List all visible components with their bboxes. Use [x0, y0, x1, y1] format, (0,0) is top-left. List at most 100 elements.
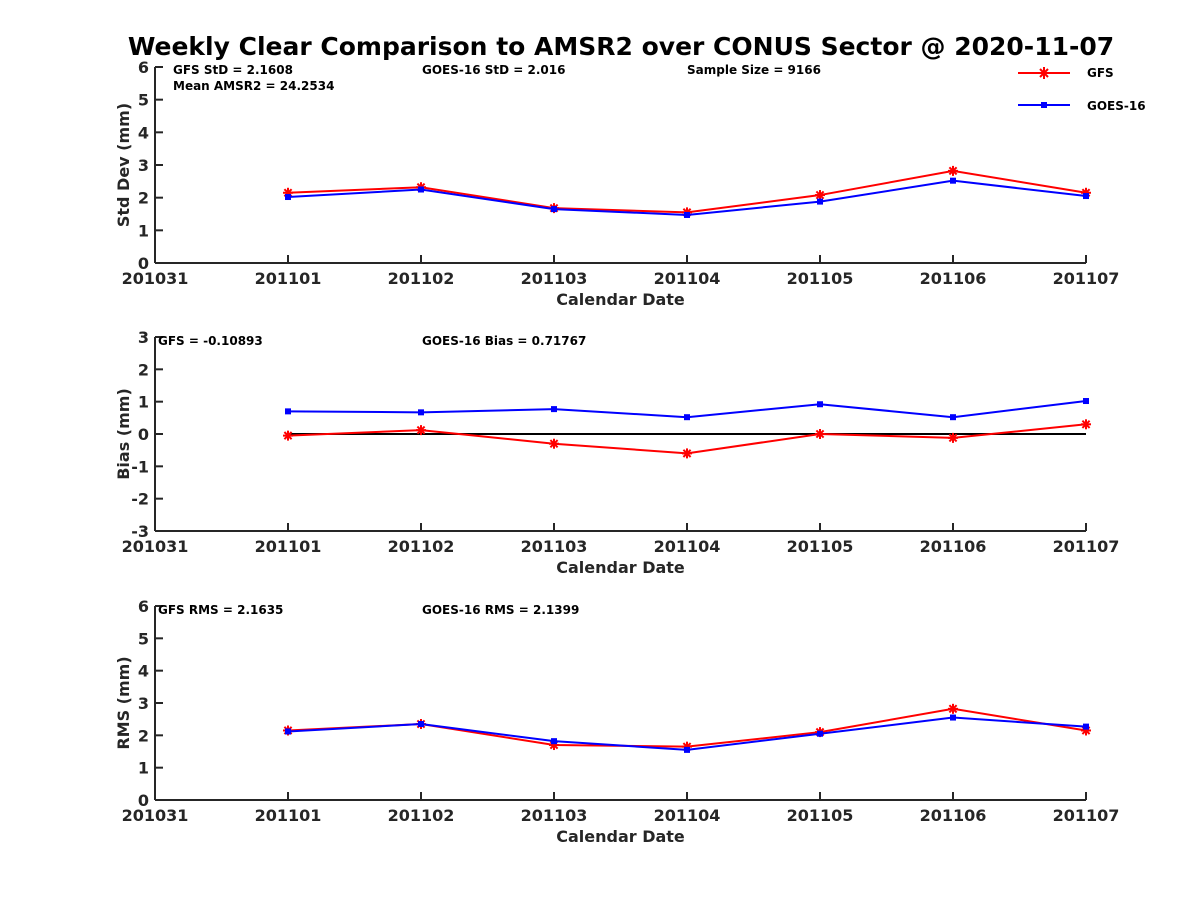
- y-tick-label: 0: [138, 791, 149, 810]
- x-tick-label: 201105: [787, 806, 854, 825]
- y-tick-label: 2: [138, 726, 149, 745]
- stat-annotation: GOES-16 Bias = 0.71767: [422, 334, 586, 348]
- stat-annotation: GFS StD = 2.1608: [173, 63, 293, 77]
- x-tick-label: 201104: [654, 806, 721, 825]
- data-point-goes16: [285, 728, 291, 735]
- rms-panel: 0 1 2 3 4 5 6 201031 201101 201102 201103 201104 201…: [114, 597, 1119, 846]
- y-tick-label: -2: [131, 490, 149, 509]
- data-point-gfs: [948, 432, 958, 443]
- y-tick-label: 0: [138, 254, 149, 273]
- data-point-goes16: [1083, 193, 1089, 200]
- y-axis-label: RMS (mm): [114, 656, 133, 749]
- legend-marker-gfs: [1038, 67, 1050, 79]
- data-point-gfs: [416, 425, 426, 436]
- stat-annotation: GFS = -0.10893: [158, 334, 263, 348]
- data-point-goes16: [418, 721, 424, 728]
- y-tick-label: 1: [138, 393, 149, 412]
- y-tick-label: 2: [138, 189, 149, 208]
- x-axis-label: Calendar Date: [556, 558, 685, 577]
- x-tick-label: 201101: [255, 537, 322, 556]
- data-point-goes16: [1083, 398, 1089, 405]
- data-point-gfs: [283, 430, 293, 441]
- y-tick-label: 4: [138, 123, 149, 142]
- y-tick-label: -3: [131, 522, 149, 541]
- x-tick-label: 201105: [787, 269, 854, 288]
- bias-panel: -3 -2 -1 0 1 2 3 201031 201101 201102 201103 201104…: [114, 328, 1119, 577]
- y-tick-label: 6: [138, 597, 149, 616]
- x-tick-label: 201102: [388, 537, 455, 556]
- std-dev-panel: 0 1 2 3 4 5 6 201031 201101 201102 201103 201104 201…: [114, 58, 1119, 309]
- data-point-goes16: [950, 714, 956, 721]
- stat-annotation: GFS RMS = 2.1635: [158, 603, 283, 617]
- data-point-goes16: [1083, 723, 1089, 730]
- y-tick-label: 1: [138, 221, 149, 240]
- y-tick-label: -1: [131, 457, 149, 476]
- series-line-gfs: [287, 169, 1087, 214]
- data-point-goes16: [285, 194, 291, 201]
- data-point-gfs: [948, 165, 958, 176]
- data-point-goes16: [684, 746, 690, 753]
- x-tick-label: 201106: [920, 806, 987, 825]
- y-axis-label: Std Dev (mm): [114, 103, 133, 227]
- data-point-goes16: [817, 401, 823, 408]
- y-tick-label: 1: [138, 759, 149, 778]
- stat-annotation: Sample Size = 9166: [687, 63, 821, 77]
- y-tick-label: 3: [138, 694, 149, 713]
- y-axis-label: Bias (mm): [114, 388, 133, 480]
- data-point-gfs: [549, 438, 559, 449]
- x-tick-label: 201102: [388, 806, 455, 825]
- data-point-goes16: [950, 177, 956, 184]
- data-point-gfs: [1081, 419, 1091, 430]
- data-point-goes16: [551, 206, 557, 213]
- x-tick-label: 201104: [654, 269, 721, 288]
- data-point-goes16: [418, 186, 424, 193]
- x-tick-label: 201102: [388, 269, 455, 288]
- data-point-goes16: [551, 738, 557, 745]
- series-line-gfs: [287, 707, 1087, 748]
- chart-title: Weekly Clear Comparison to AMSR2 over CO…: [128, 32, 1114, 61]
- x-axis-label: Calendar Date: [556, 827, 685, 846]
- x-tick-label: 201103: [521, 537, 588, 556]
- x-tick-label: 201103: [521, 806, 588, 825]
- stat-annotation: GOES-16 StD = 2.016: [422, 63, 565, 77]
- data-point-gfs: [682, 448, 692, 459]
- data-point-goes16: [684, 414, 690, 421]
- data-point-goes16: [418, 409, 424, 416]
- data-point-gfs: [815, 190, 825, 201]
- legend-label-goes16: GOES-16: [1087, 99, 1146, 113]
- data-point-goes16: [285, 408, 291, 415]
- stat-annotation: Mean AMSR2 = 24.2534: [173, 79, 334, 93]
- data-point-goes16: [817, 730, 823, 737]
- y-tick-label: 0: [138, 425, 149, 444]
- y-tick-label: 3: [138, 328, 149, 347]
- y-tick-label: 5: [138, 91, 149, 110]
- legend: GFS GOES-16: [1018, 66, 1146, 113]
- x-tick-label: 201101: [255, 806, 322, 825]
- x-tick-label: 201031: [122, 806, 189, 825]
- x-tick-label: 201031: [122, 269, 189, 288]
- legend-marker-goes16: [1041, 102, 1047, 108]
- y-tick-label: 3: [138, 156, 149, 175]
- x-tick-label: 201104: [654, 537, 721, 556]
- x-tick-label: 201107: [1053, 806, 1120, 825]
- legend-label-gfs: GFS: [1087, 66, 1114, 80]
- x-tick-label: 201107: [1053, 269, 1120, 288]
- x-tick-label: 201106: [920, 269, 987, 288]
- y-tick-label: 5: [138, 629, 149, 648]
- y-tick-label: 6: [138, 58, 149, 77]
- data-point-goes16: [817, 198, 823, 205]
- data-point-goes16: [551, 406, 557, 413]
- data-point-goes16: [684, 211, 690, 218]
- x-tick-label: 201031: [122, 537, 189, 556]
- y-tick-label: 2: [138, 360, 149, 379]
- data-point-goes16: [950, 414, 956, 421]
- x-tick-label: 201106: [920, 537, 987, 556]
- stat-annotation: GOES-16 RMS = 2.1399: [422, 603, 579, 617]
- y-tick-label: 4: [138, 662, 149, 681]
- x-tick-label: 201107: [1053, 537, 1120, 556]
- data-point-gfs: [948, 703, 958, 714]
- data-point-gfs: [815, 429, 825, 439]
- x-tick-label: 201105: [787, 537, 854, 556]
- x-tick-label: 201103: [521, 269, 588, 288]
